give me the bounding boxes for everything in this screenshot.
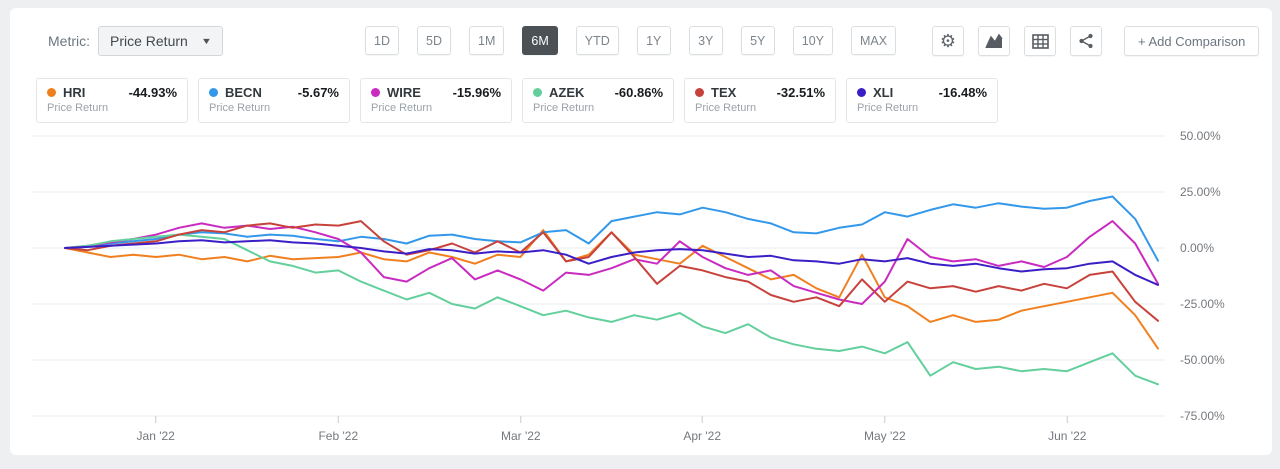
range-5y-button[interactable]: 5Y bbox=[740, 26, 775, 55]
legend-card-hri[interactable]: HRI -44.93% Price Return bbox=[36, 78, 188, 123]
range-max-button[interactable]: MAX bbox=[851, 26, 897, 55]
range-selector: 1D 5D 1M 6M YTD 1Y 3Y 5Y 10Y MAX bbox=[365, 26, 897, 55]
svg-text:Mar '22: Mar '22 bbox=[501, 429, 541, 443]
legend: HRI -44.93% Price Return BECN -5.67% Pri… bbox=[36, 78, 998, 123]
svg-text:May '22: May '22 bbox=[864, 429, 906, 443]
ticker-label: XLI bbox=[873, 85, 894, 100]
comparison-chart-svg: 50.00% 25.00% 0.00% -25.00% -50.00% -75.00% Ja… bbox=[33, 129, 1225, 443]
return-value: -44.93% bbox=[128, 85, 177, 100]
range-10y-button[interactable]: 10Y bbox=[792, 26, 833, 55]
metric-caption: Price Return bbox=[857, 102, 919, 114]
area-chart-icon bbox=[985, 33, 1003, 49]
return-value: -60.86% bbox=[614, 85, 663, 100]
range-5d-button[interactable]: 5D bbox=[417, 26, 451, 55]
svg-text:Feb '22: Feb '22 bbox=[318, 429, 358, 443]
data-table-button[interactable] bbox=[1024, 26, 1056, 56]
metric-caption: Price Return bbox=[695, 102, 757, 114]
range-1y-button[interactable]: 1Y bbox=[636, 26, 671, 55]
legend-card-tex[interactable]: TEX -32.51% Price Return bbox=[684, 78, 836, 123]
return-value: -15.96% bbox=[452, 85, 501, 100]
xli-series-dot-icon bbox=[857, 88, 866, 97]
range-3y-button[interactable]: 3Y bbox=[688, 26, 723, 55]
svg-text:25.00%: 25.00% bbox=[1180, 185, 1221, 199]
wire-series-dot-icon bbox=[371, 88, 380, 97]
svg-text:-50.00%: -50.00% bbox=[1180, 353, 1225, 367]
metric-caption: Price Return bbox=[47, 102, 109, 114]
becn-series-dot-icon bbox=[209, 88, 218, 97]
svg-text:0.00%: 0.00% bbox=[1180, 241, 1214, 255]
share-icon bbox=[1079, 33, 1093, 49]
metric-caption: Price Return bbox=[371, 102, 433, 114]
settings-button[interactable]: ⚙ bbox=[932, 26, 964, 56]
metric-dropdown-value: Price Return bbox=[110, 33, 188, 49]
svg-text:Jun '22: Jun '22 bbox=[1048, 429, 1087, 443]
ticker-label: WIRE bbox=[387, 85, 421, 100]
price-return-chart: 50.00% 25.00% 0.00% -25.00% -50.00% -75.00% Ja… bbox=[10, 126, 1272, 451]
legend-card-wire[interactable]: WIRE -15.96% Price Return bbox=[360, 78, 512, 123]
return-value: -32.51% bbox=[776, 85, 825, 100]
tex-series-dot-icon bbox=[695, 88, 704, 97]
chart-type-button[interactable] bbox=[978, 26, 1010, 56]
svg-text:-25.00%: -25.00% bbox=[1180, 297, 1225, 311]
chart-tools: ⚙ bbox=[932, 26, 1102, 56]
gear-icon: ⚙ bbox=[939, 31, 957, 51]
legend-card-becn[interactable]: BECN -5.67% Price Return bbox=[198, 78, 350, 123]
svg-text:Apr '22: Apr '22 bbox=[683, 429, 721, 443]
svg-text:50.00%: 50.00% bbox=[1180, 129, 1221, 143]
range-6m-button[interactable]: 6M bbox=[522, 26, 558, 55]
return-value: -5.67% bbox=[297, 85, 339, 100]
ticker-label: TEX bbox=[711, 85, 737, 100]
metric-caption: Price Return bbox=[533, 102, 595, 114]
legend-card-azek[interactable]: AZEK -60.86% Price Return bbox=[522, 78, 674, 123]
range-ytd-button[interactable]: YTD bbox=[575, 26, 619, 55]
metric-label: Metric: bbox=[48, 33, 90, 49]
share-button[interactable] bbox=[1070, 26, 1102, 56]
chart-widget-card: Metric: Price Return ▼ 1D 5D 1M 6M YTD 1… bbox=[10, 8, 1272, 455]
azek-series-dot-icon bbox=[533, 88, 542, 97]
svg-text:Jan '22: Jan '22 bbox=[137, 429, 176, 443]
table-icon bbox=[1031, 33, 1049, 49]
metric-caption: Price Return bbox=[209, 102, 271, 114]
ticker-label: BECN bbox=[225, 85, 262, 100]
add-comparison-button[interactable]: + Add Comparison bbox=[1124, 26, 1260, 56]
chevron-down-icon: ▼ bbox=[200, 36, 212, 46]
hri-series-dot-icon bbox=[47, 88, 56, 97]
toolbar: Metric: Price Return ▼ 1D 5D 1M 6M YTD 1… bbox=[10, 26, 1272, 56]
range-1m-button[interactable]: 1M bbox=[469, 26, 505, 55]
ticker-label: AZEK bbox=[549, 85, 585, 100]
legend-card-xli[interactable]: XLI -16.48% Price Return bbox=[846, 78, 998, 123]
metric-dropdown[interactable]: Price Return ▼ bbox=[98, 26, 223, 56]
ticker-label: HRI bbox=[63, 85, 86, 100]
svg-text:-75.00%: -75.00% bbox=[1180, 409, 1225, 423]
range-1d-button[interactable]: 1D bbox=[365, 26, 399, 55]
return-value: -16.48% bbox=[938, 85, 987, 100]
